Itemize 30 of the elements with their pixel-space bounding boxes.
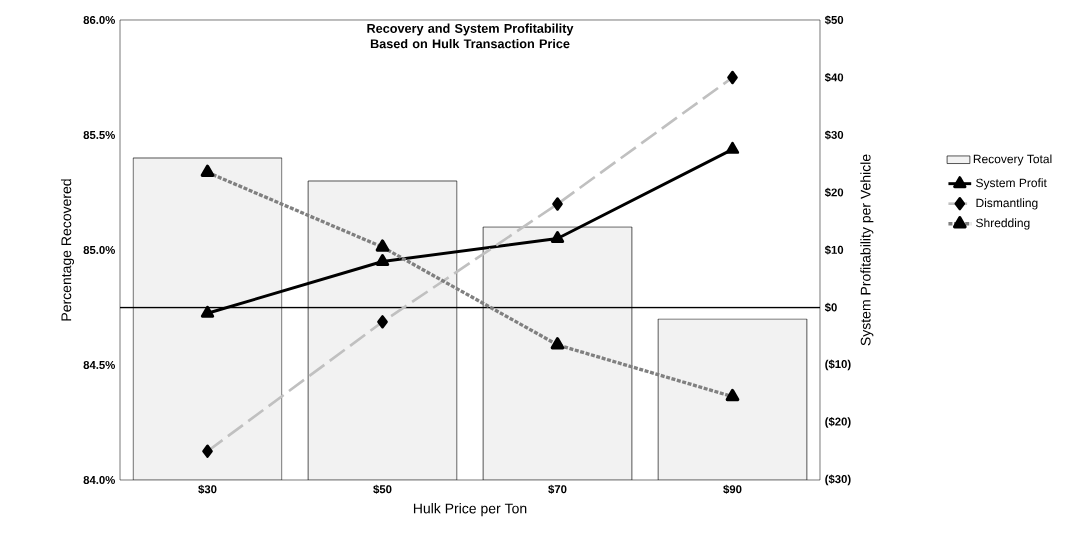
y-tick-label: 85.5% — [83, 130, 116, 139]
y2-tick-label: $10 — [824, 245, 844, 255]
y2-tick-label: ($30) — [825, 474, 851, 486]
point — [375, 254, 390, 266]
y-tick-label: 85.0% — [83, 245, 116, 254]
y-tick-label: 84.5% — [83, 360, 116, 369]
x-tick-label: $90 — [723, 484, 742, 494]
legend-label: Recovery Total — [973, 154, 1052, 166]
y-axis-title: Percentage Recovered — [60, 179, 75, 321]
x-tick-label: $30 — [198, 484, 217, 494]
legend-label: System Profit — [976, 178, 1047, 190]
y2-tick-label: $30 — [824, 130, 844, 140]
y2-tick-label: $0 — [824, 302, 837, 313]
y-tick-label: 86.0% — [83, 15, 116, 24]
y2-axis-title: System Profitability per Vehicle — [860, 154, 874, 346]
legend-label: Dismantling — [976, 198, 1038, 210]
point — [725, 141, 740, 154]
legend-label: Shredding — [976, 218, 1030, 230]
y2-tick-label: ($20) — [825, 417, 851, 428]
y2-tick-label: $40 — [824, 72, 844, 83]
y2-tick-label: $50 — [824, 15, 844, 25]
y2-tick-label: $20 — [824, 187, 844, 198]
point — [550, 231, 565, 243]
x-tick-label: $50 — [373, 484, 392, 494]
x-axis-title: Hulk Price per Ton — [413, 503, 527, 517]
text: Recovery and System Profitability Based on Hulk Transaction Price — [367, 23, 574, 49]
x-tick-label: $70 — [548, 484, 567, 494]
point — [200, 305, 215, 318]
y-tick-label: 84.0% — [83, 475, 116, 484]
y2-tick-label: ($10) — [825, 359, 851, 371]
